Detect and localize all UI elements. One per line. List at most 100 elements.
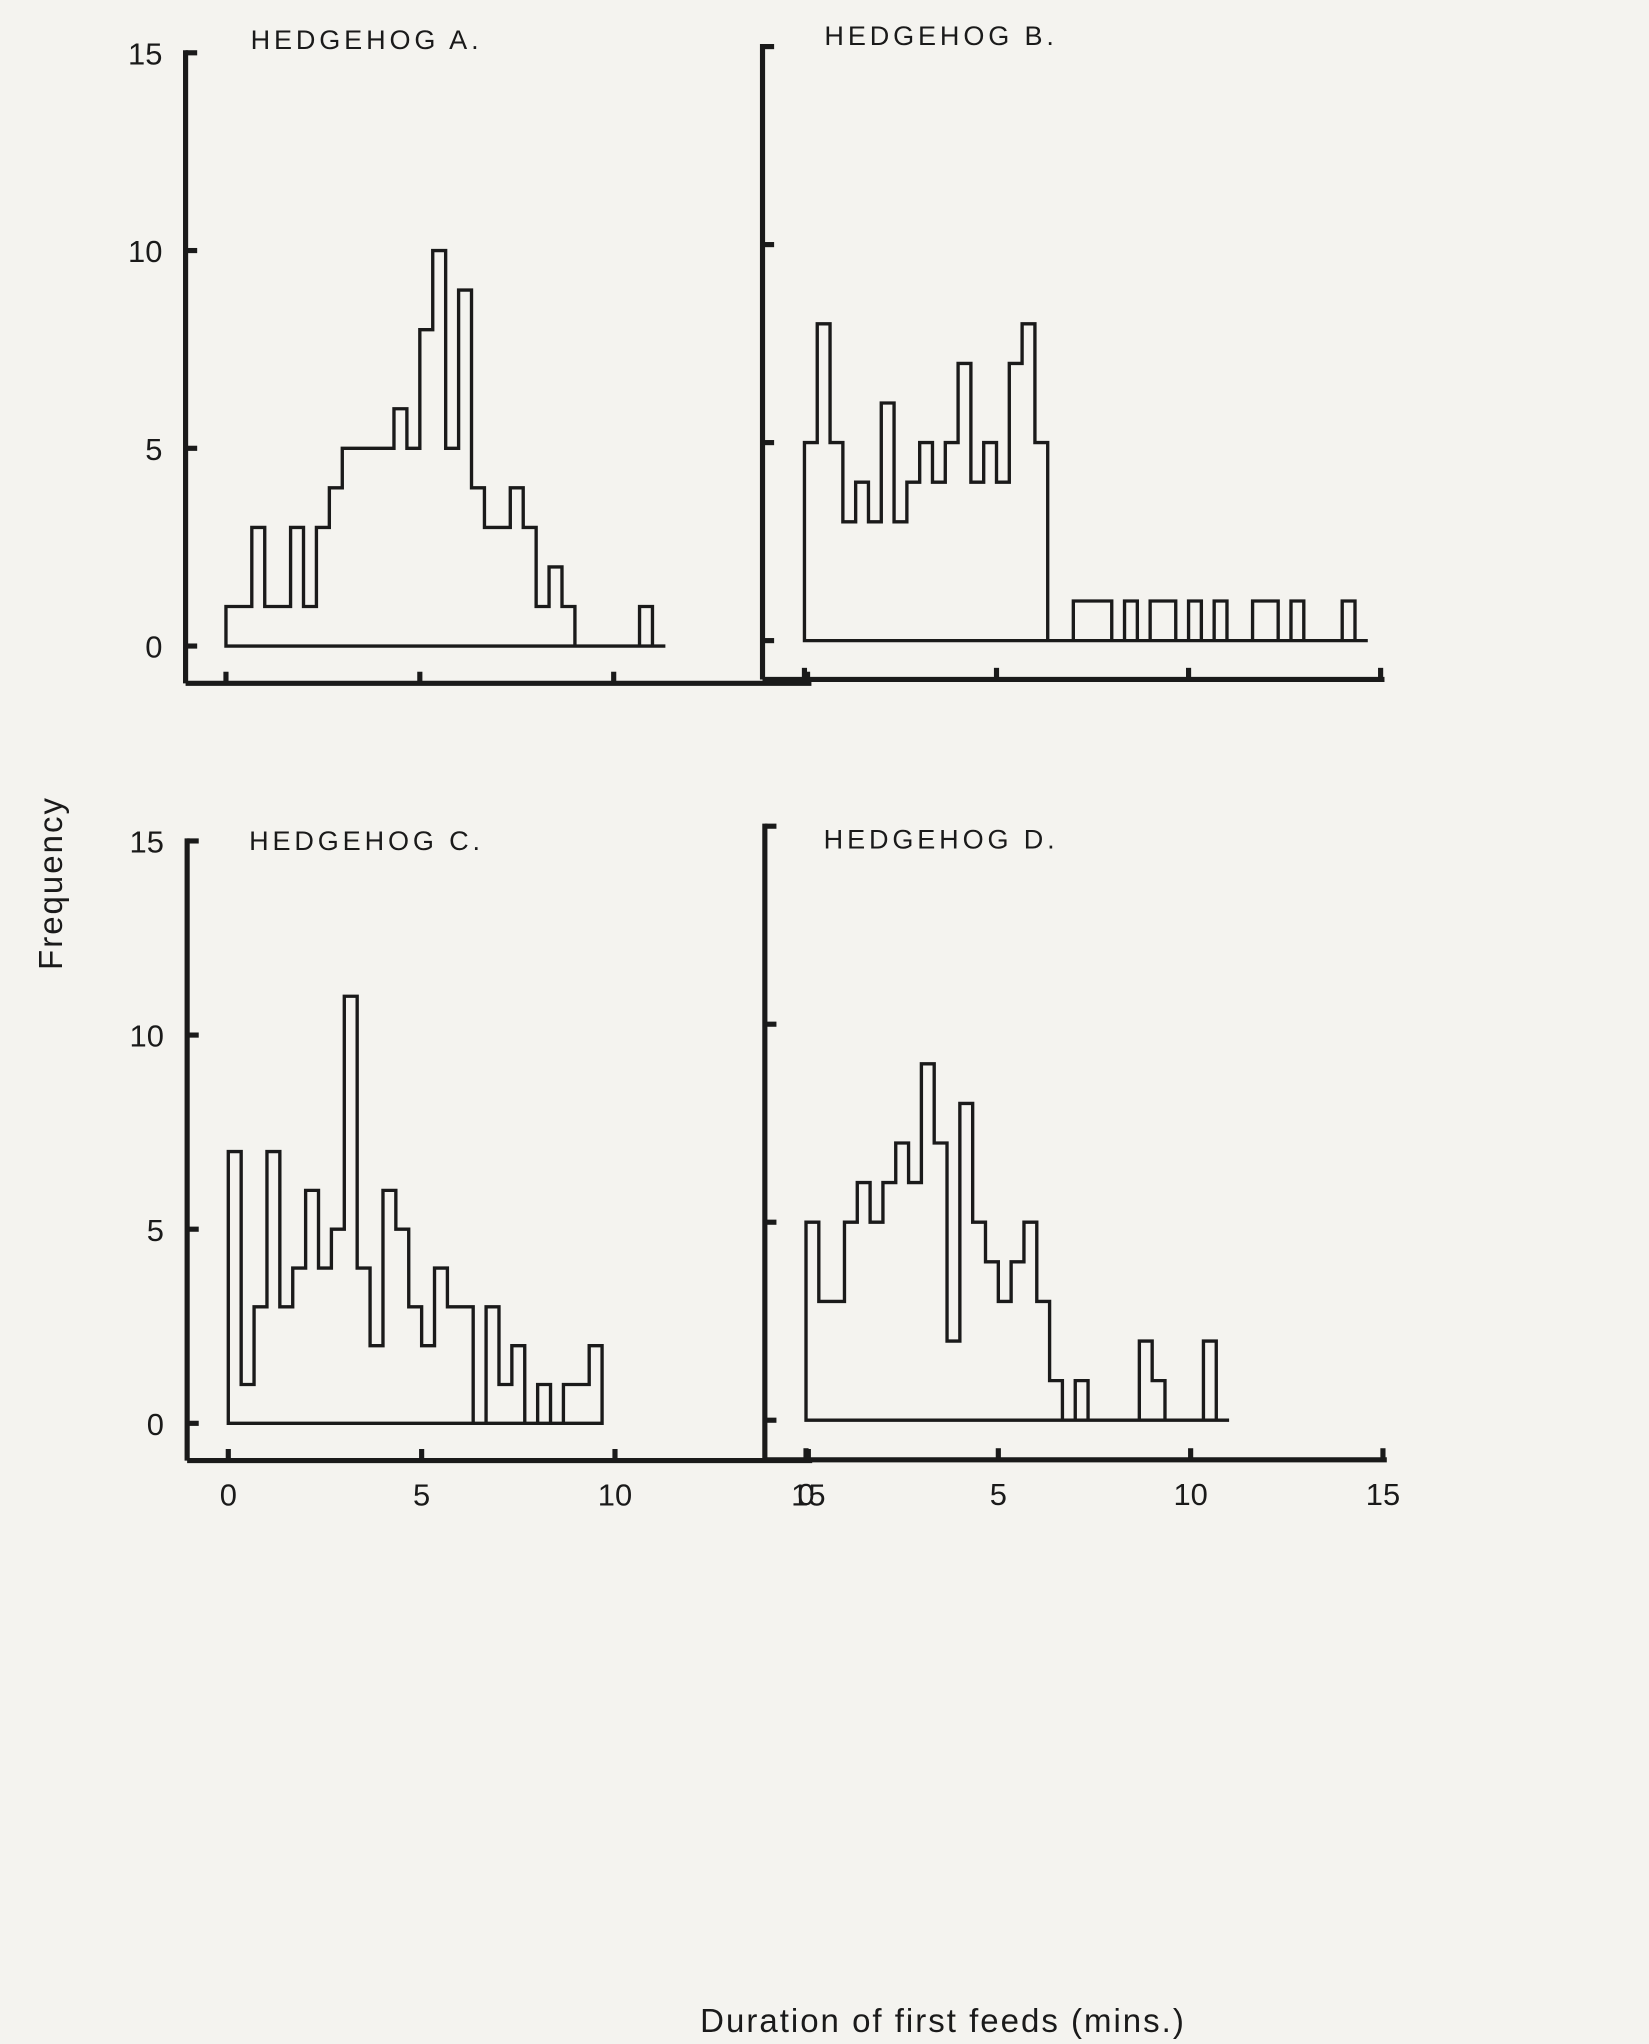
histogram-bar <box>971 482 984 640</box>
histogram-bar <box>383 1190 396 1423</box>
histogram-bar <box>932 482 945 640</box>
histogram-bar <box>344 996 357 1423</box>
histogram-bar <box>1011 1262 1024 1420</box>
histogram-bar <box>484 527 497 646</box>
histogram-bar <box>945 443 958 641</box>
histogram-bar <box>355 448 368 646</box>
histogram-bar <box>881 403 894 641</box>
histogram-bar <box>958 363 971 640</box>
histogram-bar <box>549 567 562 646</box>
histogram-bar <box>1214 601 1227 641</box>
y-axis-label: Frequency <box>32 796 69 970</box>
histogram-bar <box>997 482 1010 640</box>
x-tick-label: 0 <box>220 1478 237 1513</box>
histogram-bar <box>435 1268 448 1423</box>
panel-title: HEDGEHOG D. <box>824 825 1059 855</box>
histogram-bar <box>472 488 485 646</box>
histogram-bar <box>1024 1222 1037 1420</box>
x-tick-label: 5 <box>413 1478 430 1513</box>
histogram-outline <box>804 1062 1230 1422</box>
histogram-bar <box>280 1307 293 1423</box>
histogram-bar <box>306 1190 319 1423</box>
histogram-bar <box>984 443 997 641</box>
x-tick-label: 0 <box>797 1477 814 1512</box>
histogram-bar <box>1342 601 1355 641</box>
histogram-bar <box>304 606 317 646</box>
histogram-bar <box>1163 601 1176 641</box>
histogram-bar <box>870 1222 883 1420</box>
histogram-bar <box>1253 601 1266 641</box>
histogram-bar <box>368 448 381 646</box>
histogram-bar <box>381 448 394 646</box>
histogram-bar <box>576 1384 589 1423</box>
histogram-bar <box>1139 1341 1152 1420</box>
histogram-bar <box>512 1346 525 1424</box>
histogram-bar <box>1125 601 1138 641</box>
histogram-bar <box>1050 1381 1063 1421</box>
histogram-bar <box>1150 601 1163 641</box>
y-tick-label: 10 <box>130 1019 164 1054</box>
histogram-bar <box>538 1384 551 1423</box>
histogram-bar <box>868 522 881 641</box>
histogram-bar <box>226 606 239 646</box>
histogram-bar <box>499 1384 512 1423</box>
histogram-bar <box>407 448 420 646</box>
panel-hedgehog-d: 0 5 10 15 HEDGEHOG D. <box>762 823 1400 1512</box>
histogram-bar <box>1265 601 1278 641</box>
histogram-bar <box>830 443 843 641</box>
histogram-bar <box>804 443 817 641</box>
panel-title: HEDGEHOG A. <box>251 25 483 55</box>
histogram-bar <box>1022 324 1035 641</box>
y-tick-label: 10 <box>128 234 162 269</box>
histogram-outline <box>226 994 604 1425</box>
histogram-bar <box>267 1152 280 1424</box>
histogram-bar <box>934 1143 947 1420</box>
histogram-bar <box>563 1384 576 1423</box>
histogram-bar <box>497 527 510 646</box>
histogram-bar <box>433 251 446 646</box>
panel-hedgehog-a: 0 5 10 15 HEDGEHOG A. <box>128 25 812 686</box>
histogram-bar <box>921 1064 934 1420</box>
histogram-bar <box>1037 1301 1050 1420</box>
histogram-bar <box>316 527 329 646</box>
panel-title: HEDGEHOG B. <box>824 21 1057 51</box>
histogram-bar <box>907 482 920 640</box>
histogram-bar <box>460 1307 473 1423</box>
histogram-bar <box>265 606 278 646</box>
histogram-bar <box>960 1103 973 1420</box>
histogram-bar <box>843 522 856 641</box>
histogram-bar <box>1152 1381 1165 1421</box>
histogram-bar <box>486 1307 499 1423</box>
histogram-bar <box>1086 601 1099 641</box>
histogram-bar <box>1035 443 1048 641</box>
histogram-bar <box>446 448 459 646</box>
histogram-bar <box>293 1268 306 1423</box>
x-tick-label: 15 <box>1366 1477 1400 1512</box>
histogram-bar <box>357 1268 370 1423</box>
histogram-bar <box>420 330 433 646</box>
y-tick-label: 0 <box>145 630 162 665</box>
x-tick-label: 5 <box>990 1477 1007 1512</box>
histogram-outline <box>802 322 1368 643</box>
histogram-bar <box>1075 1381 1088 1421</box>
histogram-bar <box>589 1346 602 1424</box>
histogram-bar <box>1073 601 1086 641</box>
histogram-bar <box>278 606 291 646</box>
histogram-bar <box>973 1222 986 1420</box>
y-tick-label: 5 <box>145 432 162 467</box>
x-axis-label: Duration of first feeds (mins.) <box>700 2002 1186 2039</box>
histogram-bar <box>947 1341 960 1420</box>
histogram-bar <box>1291 601 1304 641</box>
histogram-bar <box>342 448 355 646</box>
histogram-bar <box>241 1384 254 1423</box>
histogram-bar <box>832 1301 845 1420</box>
histogram-bar <box>896 1143 909 1420</box>
histogram-bar <box>291 527 304 646</box>
histogram-bar <box>329 488 342 646</box>
histogram-bar <box>998 1301 1011 1420</box>
histogram-bar <box>844 1222 857 1420</box>
histogram-bar <box>986 1262 999 1420</box>
y-tick-label: 15 <box>130 825 164 860</box>
histogram-bar <box>239 606 252 646</box>
